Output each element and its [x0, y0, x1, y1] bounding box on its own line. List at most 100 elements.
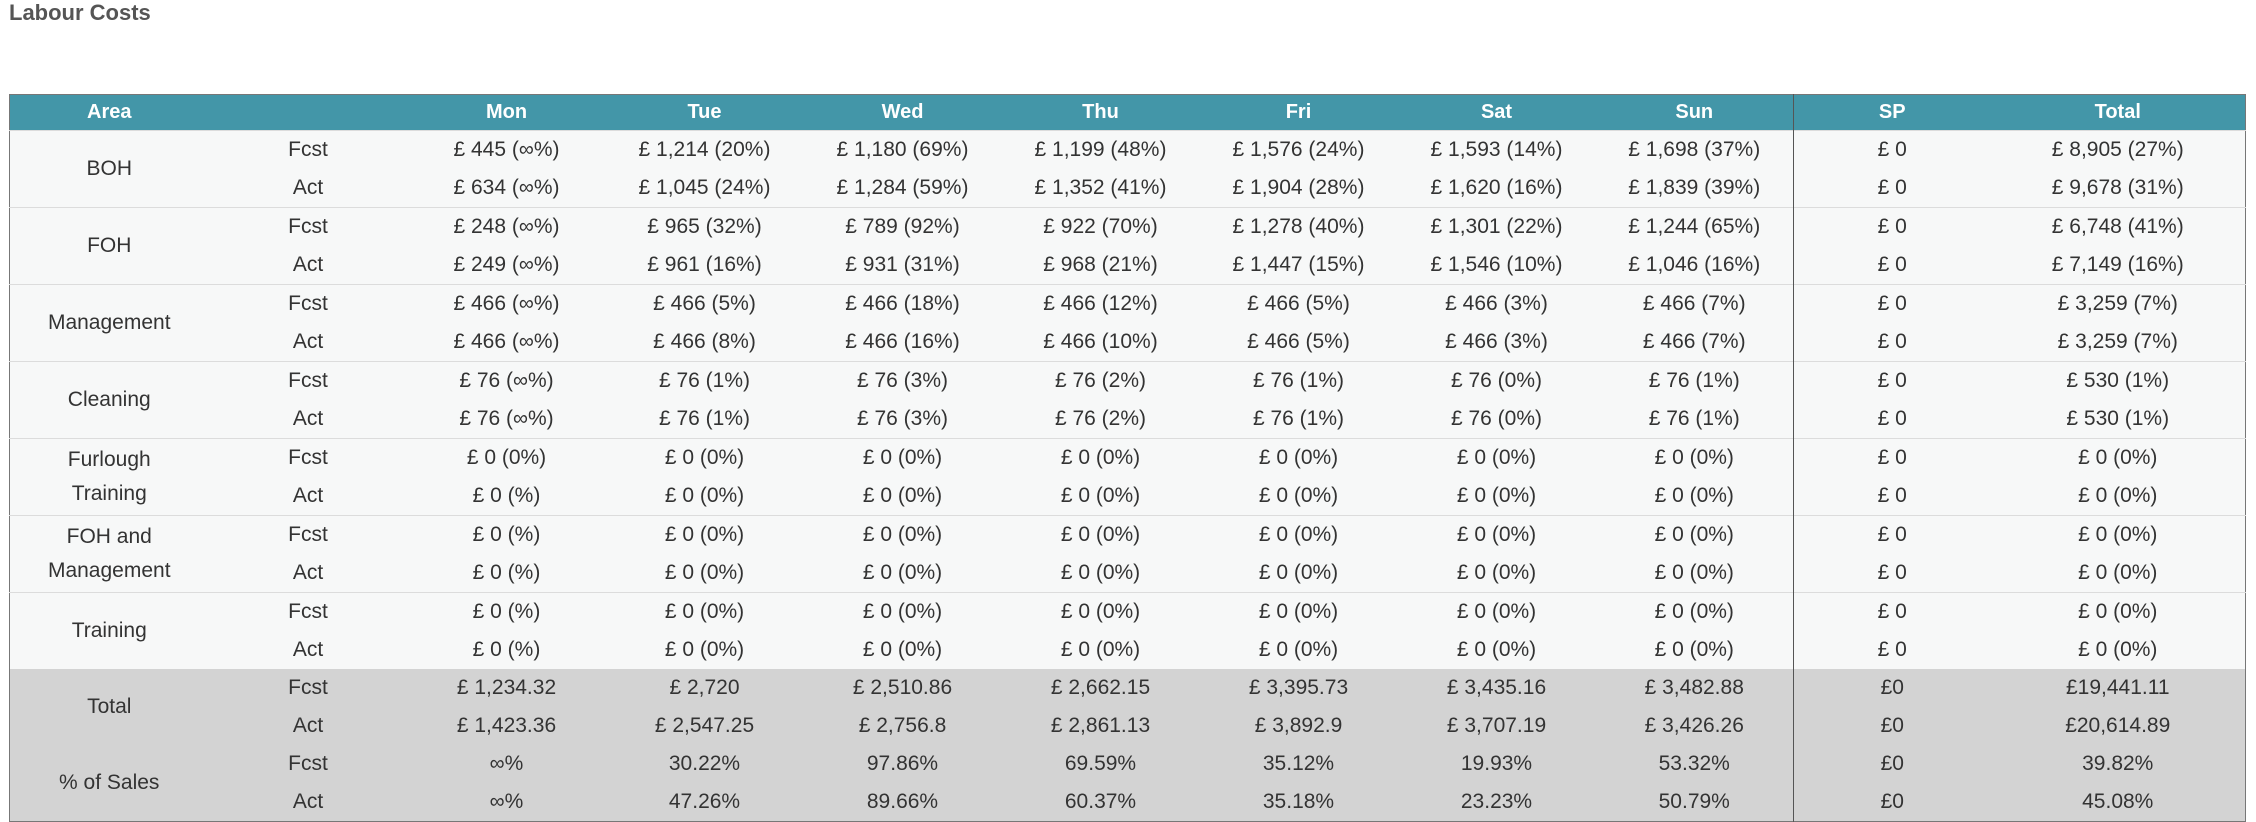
table-row: Act £ 76 (∞%) £ 76 (1%) £ 76 (3%) £ 76 (2%) £…	[9, 400, 2246, 439]
value-cell: 19.93%	[1460, 752, 1533, 775]
value-cell: £ 0 (0%)	[1199, 515, 1398, 554]
row-label: Act	[292, 638, 324, 661]
table-row: FOH and Management Fcst £ 0 (%) £ 0 (0%) £ 0…	[9, 515, 2246, 593]
header-cell: Total	[1990, 94, 2246, 131]
value-cell: £0	[1793, 745, 1991, 783]
value-cell: £ 0 (%)	[407, 515, 606, 554]
value-cell: £ 1,423.36	[456, 714, 557, 737]
value-cell: £ 530 (1%)	[1990, 361, 2246, 400]
value-cell: £ 634 (∞%)	[453, 176, 560, 199]
value-cell: 69.59%	[1064, 752, 1137, 775]
table-body: BOH Fcst £ 445 (∞%) £ 1,214 (20%) £ 1,180 (6…	[9, 130, 2246, 669]
value-cell: 50.79%	[1658, 790, 1730, 813]
table-row: Furlough Training Fcst £ 0 (0%) £ 0 (0%) £ 0…	[9, 438, 2246, 516]
value-cell: £19,441.11	[2065, 676, 2170, 699]
value-cell: £ 249 (∞%)	[453, 253, 560, 276]
value-cell: £ 0 (%)	[407, 592, 606, 631]
value-cell: £ 0 (0%)	[1456, 484, 1537, 507]
header-cell: Mon	[407, 94, 606, 131]
value-cell: £ 0 (0%)	[664, 561, 745, 584]
value-cell: £ 2,756.8	[858, 714, 947, 737]
value-cell: £ 1,046 (16%)	[1628, 253, 1761, 276]
value-cell: £ 466 (5%)	[1247, 330, 1350, 353]
value-cell: £ 0 (0%)	[1001, 515, 1200, 554]
table-row: Act ∞% 47.26% 89.66% 60.37% 35.18% 23.23% 50.79…	[9, 783, 2246, 822]
value-cell: £ 965 (32%)	[605, 207, 804, 246]
value-cell: £ 0 (%)	[472, 561, 541, 584]
value-cell: £ 0 (0%)	[1595, 438, 1794, 477]
value-cell: £ 2,861.13	[1050, 714, 1151, 737]
value-cell: 53.32%	[1658, 752, 1730, 775]
value-cell: £ 3,707.19	[1446, 714, 1547, 737]
row-label: Fcst	[208, 515, 408, 554]
header-cell: Wed	[803, 94, 1002, 131]
row-label: Act	[292, 561, 324, 584]
table-row: Total Fcst £ 1,234.32 £ 2,720 £ 2,510.86 £ 2,…	[9, 669, 2246, 718]
value-cell: £ 0 (0%)	[803, 515, 1002, 554]
value-cell: £ 0 (0%)	[862, 638, 943, 661]
table-row: Act £ 1,423.36 £ 2,547.25 £ 2,756.8 £ 2,861.…	[9, 707, 2246, 745]
header-cell: Thu	[1001, 94, 1200, 131]
value-cell: £ 1,620 (16%)	[1430, 176, 1563, 199]
header-cell: Sat	[1397, 94, 1596, 131]
value-cell: £ 0 (0%)	[1199, 592, 1398, 631]
value-cell: £ 0 (0%)	[1595, 592, 1794, 631]
value-cell: £ 76 (∞%)	[407, 361, 606, 400]
value-cell: £20,614.89	[2065, 714, 2171, 737]
value-cell: £0	[1793, 783, 1991, 822]
value-cell: 89.66%	[866, 790, 939, 813]
table-row: BOH Fcst £ 445 (∞%) £ 1,214 (20%) £ 1,180 (6…	[9, 130, 2246, 208]
table-row: Training Fcst £ 0 (%) £ 0 (0%) £ 0 (0%) £ 0 (…	[9, 592, 2246, 669]
value-cell: ∞%	[489, 790, 524, 813]
value-cell: £ 1,278 (40%)	[1199, 207, 1398, 246]
value-cell: £ 76 (1%)	[1648, 407, 1740, 430]
value-cell: £ 2,720	[669, 676, 740, 699]
value-cell: £ 961 (16%)	[647, 253, 762, 276]
value-cell: £ 76 (1%)	[1595, 361, 1794, 400]
value-cell: £ 0 (0%)	[664, 484, 745, 507]
value-cell: £ 789 (92%)	[803, 207, 1002, 246]
value-cell: £ 1,839 (39%)	[1628, 176, 1761, 199]
table-row: Act £ 0 (%) £ 0 (0%) £ 0 (0%) £ 0 (0%) £ 0 (0…	[9, 477, 2246, 516]
area-cell: Cleaning	[9, 361, 209, 439]
row-label: Act	[292, 176, 324, 199]
value-cell: £ 0 (0%)	[1258, 638, 1339, 661]
header-row: Area Mon Tue Wed Thu Fri Sat Sun SP Total	[9, 94, 2246, 131]
value-cell: £ 466 (16%)	[845, 330, 960, 353]
area-cell: % of Sales	[10, 745, 209, 822]
value-cell: £ 0	[1793, 284, 1991, 323]
value-cell: £ 76 (1%)	[605, 361, 804, 400]
value-cell: £ 76 (1%)	[1199, 361, 1398, 400]
value-cell: £ 0	[1793, 246, 1991, 285]
value-cell: £ 1,546 (10%)	[1430, 253, 1563, 276]
value-cell: £ 1,447 (15%)	[1232, 253, 1365, 276]
value-cell: £ 931 (31%)	[845, 253, 960, 276]
value-cell: £ 0 (0%)	[1990, 515, 2246, 554]
value-cell: £ 0 (0%)	[1060, 561, 1141, 584]
value-cell: £ 922 (70%)	[1001, 207, 1200, 246]
area-label: Cleaning	[67, 388, 151, 411]
value-cell: £ 1,698 (37%)	[1595, 130, 1794, 169]
area-label: FOH	[87, 234, 132, 257]
value-cell: £ 1,904 (28%)	[1232, 176, 1365, 199]
value-cell: 47.26%	[668, 790, 741, 813]
value-cell: £ 0 (0%)	[605, 438, 804, 477]
value-cell: £ 1,214 (20%)	[605, 130, 804, 169]
value-cell: £ 0 (0%)	[862, 561, 943, 584]
area-cell: Furlough Training	[9, 438, 209, 516]
value-cell: £ 0 (0%)	[1990, 438, 2246, 477]
value-cell: £ 0	[1793, 554, 1991, 593]
table-row: Act £ 0 (%) £ 0 (0%) £ 0 (0%) £ 0 (0%) £ 0 (0…	[9, 554, 2246, 593]
area-cell: Total	[10, 669, 209, 745]
value-cell: £ 76 (2%)	[1001, 361, 1200, 400]
value-cell: 60.37%	[1064, 790, 1137, 813]
header-cell: Tue	[605, 94, 804, 131]
area-label: Management	[47, 311, 171, 334]
value-cell: £ 0 (0%)	[803, 438, 1002, 477]
row-label: Fcst	[288, 752, 328, 775]
value-cell: £ 6,748 (41%)	[1990, 207, 2246, 246]
table-summary: Total Fcst £ 1,234.32 £ 2,720 £ 2,510.86 £ 2,…	[9, 669, 2246, 822]
row-label: Act	[292, 714, 324, 737]
row-label: Fcst	[208, 284, 408, 323]
row-label: Fcst	[208, 592, 408, 631]
